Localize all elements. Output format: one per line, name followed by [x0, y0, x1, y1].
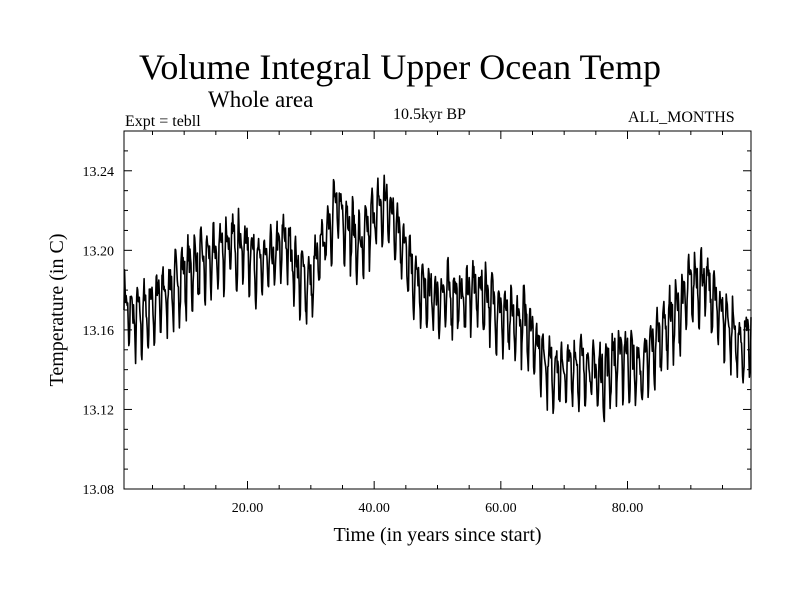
chart-title: Volume Integral Upper Ocean Temp [139, 47, 661, 87]
x-tick-label: 60.00 [485, 501, 517, 516]
y-tick-label: 13.20 [83, 244, 115, 259]
months-label: ALL_MONTHS [628, 109, 735, 126]
y-tick-label: 13.16 [83, 324, 115, 339]
chart-subtitle: Whole area [208, 87, 314, 112]
y-tick-label: 13.24 [83, 165, 115, 180]
x-tick-label: 80.00 [612, 501, 644, 516]
y-tick-label: 13.08 [83, 483, 115, 498]
period-label: 10.5kyr BP [393, 106, 466, 123]
x-tick-label: 40.00 [358, 501, 390, 516]
x-axis-label: Time (in years since start) [333, 524, 541, 546]
experiment-label: Expt = tebll [125, 113, 201, 130]
y-axis-label: Temperature (in C) [46, 234, 68, 387]
axis-tick-labels: 20.00 40.00 60.00 80.00 13.08 13.12 13.16 13.20… [83, 165, 644, 516]
x-tick-label: 20.00 [232, 501, 264, 516]
y-tick-label: 13.12 [83, 403, 115, 418]
plot-frame [123, 130, 752, 490]
temperature-series-line [123, 174, 752, 423]
